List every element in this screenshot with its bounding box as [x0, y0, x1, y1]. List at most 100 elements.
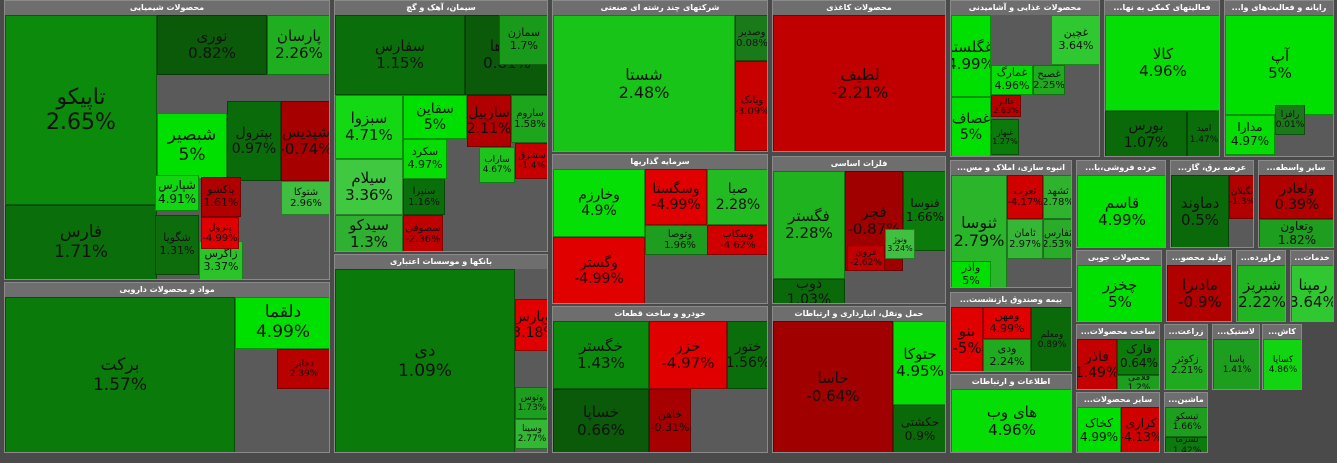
stock-tile[interactable]: دجابر 2.39%	[277, 349, 329, 389]
stock-tile[interactable]: ثعرب -4.17%	[1007, 175, 1043, 219]
stock-tile[interactable]: خاهن -0.31%	[649, 389, 691, 452]
stock-tile[interactable]: شتوکا 2.96%	[281, 181, 329, 215]
stock-tile[interactable]: ذوب 1.03%	[773, 279, 845, 303]
stock-tile[interactable]: مادیرا -0.9%	[1167, 265, 1231, 321]
stock-tile[interactable]: نوری 0.82%	[157, 15, 267, 75]
stock-tile[interactable]: سبزوا 4.71%	[335, 95, 403, 159]
stock-tile[interactable]: سفارس 1.15%	[335, 15, 465, 95]
stock-tile[interactable]: دی 1.09%	[335, 269, 515, 452]
stock-tile[interactable]: ساراب 4.67%	[479, 147, 515, 183]
stock-tile[interactable]: وصدیر 0.08%	[735, 15, 767, 61]
stock-tile[interactable]: فگستر 2.28%	[773, 171, 845, 279]
stock-tile[interactable]: رمپنا 3.64%	[1291, 265, 1333, 321]
stock-tile[interactable]: مدارا 4.97%	[1225, 115, 1275, 155]
stock-tile[interactable]: غبهار 1.27%	[991, 119, 1019, 155]
stock-tile[interactable]: سمازن 1.7%	[499, 15, 547, 65]
stock-tile[interactable]: های وب 4.96%	[951, 389, 1071, 452]
stock-tile[interactable]: زکوثر 2.21%	[1165, 339, 1207, 389]
stock-tile[interactable]: شبریز 2.22%	[1237, 265, 1285, 321]
stock-tile[interactable]: امید 1.47%	[1187, 111, 1219, 156]
stock-tile[interactable]: چخزر 5%	[1077, 265, 1161, 321]
stock-tile[interactable]: حکشتی 0.9%	[893, 405, 945, 452]
stock-tile[interactable]: صبا 2.28%	[707, 169, 767, 225]
stock-tile[interactable]: غصاف 5%	[951, 97, 991, 156]
stock-tile[interactable]: آپ 5%	[1225, 15, 1333, 115]
sector-title: خودرو و ساخت قطعات	[553, 307, 767, 321]
stock-tile[interactable]: سکرد 4.97%	[403, 139, 447, 179]
stock-tile[interactable]: فارک 0.64%	[1117, 339, 1159, 375]
stock-tile[interactable]: شپدیس -0.74%	[281, 101, 329, 181]
stock-tile[interactable]: تاپیکو 2.65%	[5, 15, 157, 205]
stock-tile[interactable]: غالبر 2.63%	[991, 95, 1021, 117]
stock-tile[interactable]: وپارس-3.18%	[515, 299, 547, 351]
stock-tile[interactable]: پارسان 2.26%	[267, 15, 329, 75]
stock-tile[interactable]: بورس 1.07%	[1105, 111, 1187, 156]
stock-tile[interactable]: غصبح 2.25%	[1033, 65, 1065, 95]
stock-tile[interactable]: بنو -5%	[951, 307, 983, 371]
stock-tile[interactable]: کخاک 4.99%	[1077, 407, 1121, 452]
stock-tile[interactable]: وگستر -4.99%	[553, 237, 645, 303]
stock-tile[interactable]: سقاین 5%	[403, 95, 467, 139]
stock-tile[interactable]: فروی -2.62%	[847, 245, 885, 271]
stock-tile[interactable]: وسگستا -4.99%	[645, 169, 707, 225]
stock-tile[interactable]: خگستر 1.43%	[553, 321, 649, 389]
stock-tile[interactable]: ثشهد 2.78%	[1043, 175, 1071, 219]
stock-tile[interactable]: دلقما 4.99%	[235, 297, 329, 349]
stock-tile[interactable]: رافزا 0.01%	[1275, 105, 1305, 135]
stock-tile[interactable]: شپارس 4.91%	[155, 175, 199, 211]
stock-tile[interactable]: غچین 3.64%	[1051, 15, 1099, 65]
stock-tile[interactable]: وخارزم 4.9%	[553, 169, 645, 237]
stock-tile[interactable]: قاسم 4.99%	[1077, 175, 1165, 247]
stock-tile[interactable]: ومعلم 0.89%	[1031, 307, 1071, 371]
stock-tile[interactable]: لطیف -2.21%	[773, 15, 945, 151]
stock-tile[interactable]: ونوژ 3.24%	[885, 229, 915, 259]
stock-tile[interactable]: شبصیر 5%	[157, 113, 227, 179]
stock-tile[interactable]: وسکاب -4.62%	[707, 225, 767, 255]
stock-tile[interactable]: پاسا 1.41%	[1213, 339, 1259, 389]
stock-tile[interactable]: کساپا 4.86%	[1263, 339, 1301, 389]
stock-tile[interactable]: بگیلان -1.3%	[1229, 175, 1253, 219]
stock-tile[interactable]: ثامان 2.97%	[1007, 219, 1043, 259]
stock-tile[interactable]: دماوند 0.5%	[1171, 175, 1229, 247]
stock-tile[interactable]: تپسکو 1.66%	[1165, 407, 1207, 437]
stock-tile[interactable]: خزر -4.97%	[649, 321, 727, 389]
stock-tile[interactable]: ختور 1.56%	[727, 321, 767, 389]
stock-tile[interactable]: برکت 1.57%	[5, 297, 235, 452]
stock-tile[interactable]: وتوصا 1.96%	[645, 225, 715, 255]
stock-tile[interactable]: بپترول 0.97%	[227, 101, 281, 181]
stock-tile[interactable]: ساروم 1.58%	[511, 95, 547, 143]
stock-change: 5%	[1108, 293, 1132, 311]
stock-tile[interactable]: وتعاون 1.82%	[1259, 219, 1333, 247]
stock-tile[interactable]: پترول -4.99%	[201, 217, 239, 249]
stock-tile[interactable]: حاسا -0.64%	[773, 321, 893, 452]
stock-tile[interactable]: سیلام 3.36%	[335, 159, 403, 215]
stock-tile[interactable]: غمارگ 4.96%	[991, 65, 1033, 95]
stock-tile[interactable]: سنیرا 1.16%	[403, 179, 445, 215]
stock-tile[interactable]: لسرما 1.42%	[1165, 437, 1207, 452]
stock-tile[interactable]: فلامی 1.2%	[1117, 375, 1159, 389]
sector-title: زراعت...	[1165, 325, 1207, 339]
stock-tile[interactable]: ولعادر 0.39%	[1259, 175, 1333, 219]
stock-tile[interactable]: ساربیل 2.11%	[467, 95, 511, 147]
stock-tile[interactable]: شگویا 1.31%	[155, 215, 199, 275]
stock-tile[interactable]: ومهن 4.99%	[983, 307, 1031, 339]
stock-tile[interactable]: فاذر1.49%	[1077, 339, 1117, 389]
stock-tile[interactable]: ودی 2.24%	[983, 339, 1031, 371]
stock-tile[interactable]: کالا 4.96%	[1105, 15, 1219, 111]
stock-tile[interactable]: وسینا 2.77%	[515, 419, 547, 449]
stock-tile[interactable]: سشرق -1.4%	[515, 143, 547, 179]
stock-tile[interactable]: غگلستا4.99%	[951, 15, 991, 97]
stock-tile[interactable]: فارس 1.71%	[5, 205, 157, 279]
stock-tile[interactable]: حتوکا 4.95%	[893, 321, 945, 405]
stock-tile[interactable]: خساپا 0.66%	[553, 389, 649, 452]
stock-symbol: وپارس	[515, 308, 547, 325]
stock-tile[interactable]: وتوس 1.73%	[515, 387, 547, 419]
stock-tile[interactable]: پاکشو 1.61%	[201, 177, 241, 217]
stock-tile[interactable]: کرازی -4.13%	[1121, 407, 1159, 452]
stock-tile[interactable]: وآذر 5%	[951, 261, 991, 287]
stock-tile[interactable]: سیدکو 1.3%	[335, 215, 403, 251]
stock-tile[interactable]: شستا 2.48%	[553, 15, 735, 151]
stock-tile[interactable]: وبانک -3.09%	[735, 61, 767, 151]
stock-tile[interactable]: سصوفی -2.36%	[403, 215, 443, 251]
stock-tile[interactable]: ثفارس 2.53%	[1043, 219, 1071, 259]
